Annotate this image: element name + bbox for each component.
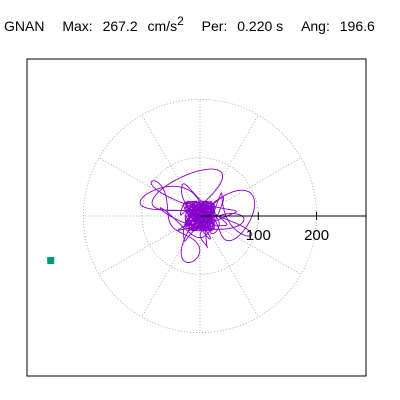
ang-value: 196.6 (339, 18, 375, 34)
grid-spoke (199, 114, 259, 217)
max-unit: cm/s (147, 18, 178, 34)
max-label: Max: (62, 18, 93, 34)
station-code: GNAN (4, 18, 45, 34)
particle-motion-trace (139, 168, 256, 263)
per-label: Per: (201, 18, 228, 34)
max-value: 267.2 (102, 18, 138, 34)
axis-tick-label: 100 (246, 227, 271, 244)
axis-ticks: 100 200 (246, 212, 329, 244)
grid-spoke (141, 215, 201, 318)
trace-center-cluster (184, 200, 216, 232)
ang-label: Ang: (301, 18, 330, 34)
per-value: 0.220 s (237, 18, 284, 34)
axis-tick-label: 200 (304, 227, 329, 244)
max-marker (47, 257, 55, 264)
header-line: GNAN Max: 267.2 cm/s2 Per: 0.220 s Ang: … (4, 14, 375, 34)
plot-frame (26, 58, 367, 377)
